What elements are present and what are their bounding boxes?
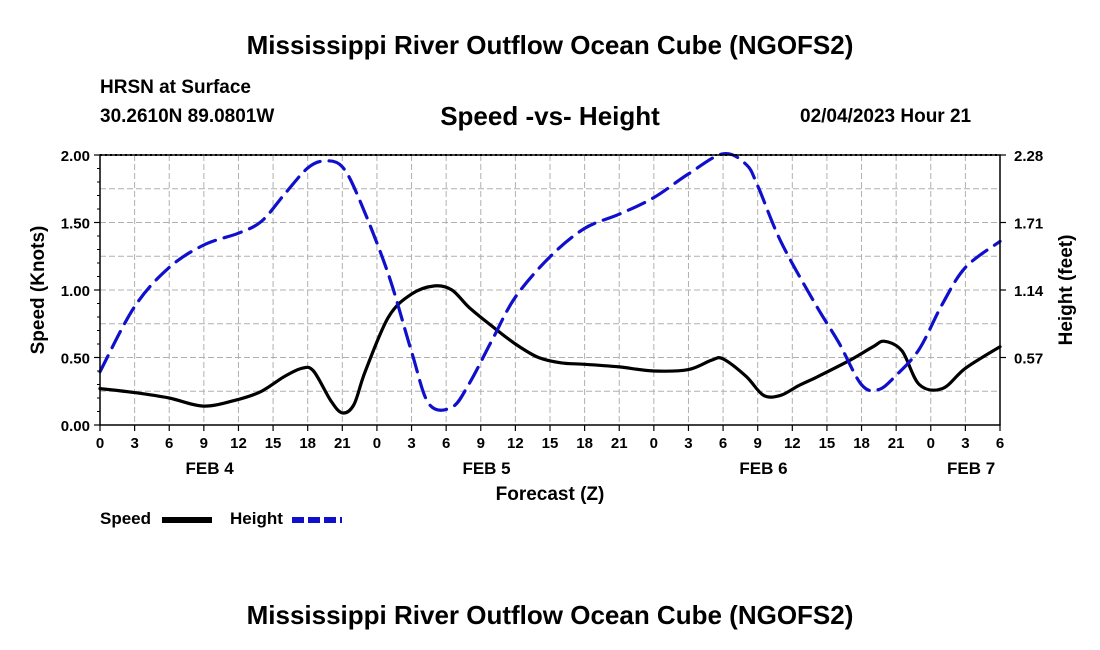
y-tick-label: 2.00 — [61, 148, 90, 165]
x-tick-label: 0 — [927, 435, 935, 452]
x-tick-label: 6 — [996, 435, 1004, 452]
x-tick-label: 3 — [684, 435, 692, 452]
y-axis-title: Speed (Knots) — [28, 226, 49, 355]
chart-subtitle: Speed -vs- Height — [440, 101, 660, 131]
x-tick-label: 9 — [200, 435, 208, 452]
x-tick-label: 18 — [576, 435, 593, 452]
y2-tick-label: 2.28 — [1014, 148, 1043, 165]
footer-title: Mississippi River Outflow Ocean Cube (NG… — [246, 600, 854, 630]
axis-ticks — [94, 154, 1006, 431]
y2-tick-label: 0.57 — [1014, 351, 1043, 368]
x-tick-label: 21 — [611, 435, 628, 452]
series-line-height — [98, 151, 1002, 412]
series-line-speed — [98, 284, 1002, 415]
station-label: HRSN at Surface — [100, 77, 251, 98]
series-layer — [98, 151, 1002, 415]
x-tick-label: 0 — [96, 435, 104, 452]
x-axis-title: Forecast (Z) — [496, 484, 605, 505]
x-tick-label: 0 — [373, 435, 381, 452]
x-tick-label: 9 — [754, 435, 762, 452]
coordinates-label: 30.2610N 89.0801W — [100, 106, 275, 127]
y-tick-label: 1.50 — [61, 216, 90, 233]
grid-lines — [100, 154, 1000, 425]
x-tick-label: 6 — [165, 435, 173, 452]
datetime-label: 02/04/2023 Hour 21 — [800, 106, 972, 127]
x-day-label: FEB 4 — [186, 459, 235, 478]
legend-height-swatch — [292, 517, 342, 523]
x-tick-label: 12 — [230, 435, 247, 452]
x-tick-label: 3 — [961, 435, 969, 452]
x-tick-label: 6 — [719, 435, 727, 452]
x-tick-label: 12 — [507, 435, 524, 452]
y-tick-label: 0.50 — [61, 351, 90, 368]
x-tick-label: 15 — [542, 435, 559, 452]
chart-title: Mississippi River Outflow Ocean Cube (NG… — [246, 30, 854, 60]
y-tick-label: 1.00 — [61, 283, 90, 300]
x-day-label: FEB 5 — [462, 459, 510, 478]
y-tick-label: 0.00 — [61, 418, 90, 435]
legend-speed-swatch — [162, 517, 212, 523]
x-day-label: FEB 6 — [739, 459, 787, 478]
x-tick-label: 18 — [299, 435, 316, 452]
x-tick-label: 12 — [784, 435, 801, 452]
axis-labels: 0.00 0.50 1.00 1.50 2.00 0.57 1.14 1.71 2.28 0 3 6 9… — [28, 148, 1077, 505]
x-tick-label: 15 — [265, 435, 282, 452]
y2-tick-label: 1.14 — [1014, 283, 1044, 300]
x-tick-label: 6 — [442, 435, 450, 452]
y2-axis-title: Height (feet) — [1056, 235, 1077, 346]
x-tick-label: 15 — [819, 435, 836, 452]
x-tick-label: 3 — [407, 435, 415, 452]
legend-speed-label: Speed — [100, 509, 152, 528]
x-tick-label: 0 — [650, 435, 658, 452]
x-tick-label: 21 — [334, 435, 351, 452]
x-day-label: FEB 7 — [947, 459, 995, 478]
x-tick-label: 21 — [888, 435, 905, 452]
legend-height-label: Height — [230, 509, 283, 528]
x-tick-label: 18 — [853, 435, 870, 452]
x-tick-label: 3 — [130, 435, 138, 452]
x-tick-label: 9 — [477, 435, 485, 452]
y2-tick-label: 1.71 — [1014, 216, 1043, 233]
